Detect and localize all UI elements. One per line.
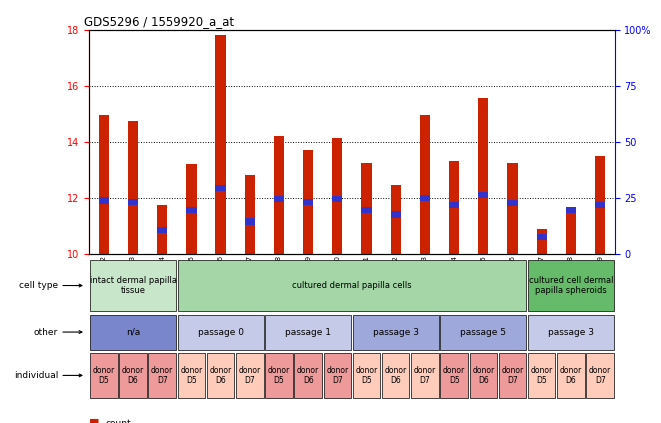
Text: donor
D6: donor D6: [210, 366, 232, 385]
FancyBboxPatch shape: [90, 260, 176, 311]
Text: passage 1: passage 1: [285, 327, 331, 337]
Bar: [362, 207, 371, 214]
Bar: [391, 185, 401, 254]
Bar: [215, 35, 225, 254]
FancyBboxPatch shape: [265, 315, 351, 349]
Bar: [420, 195, 430, 201]
Bar: [595, 156, 605, 254]
Text: donor
D7: donor D7: [239, 366, 261, 385]
Text: donor
D5: donor D5: [356, 366, 377, 385]
Text: cultured cell dermal
papilla spheroids: cultured cell dermal papilla spheroids: [529, 276, 613, 295]
FancyBboxPatch shape: [90, 315, 176, 349]
Text: donor
D7: donor D7: [589, 366, 611, 385]
FancyBboxPatch shape: [469, 353, 497, 398]
Bar: [595, 202, 605, 208]
Bar: [128, 121, 138, 254]
Bar: [157, 227, 167, 233]
FancyBboxPatch shape: [557, 353, 585, 398]
Text: donor
D5: donor D5: [93, 366, 115, 385]
Text: donor
D7: donor D7: [502, 366, 524, 385]
Bar: [215, 185, 225, 191]
FancyBboxPatch shape: [411, 353, 439, 398]
Bar: [303, 199, 313, 205]
Text: n/a: n/a: [126, 327, 140, 337]
Bar: [449, 161, 459, 254]
Bar: [98, 198, 109, 203]
Text: other: other: [34, 327, 58, 337]
FancyBboxPatch shape: [236, 353, 264, 398]
FancyBboxPatch shape: [178, 260, 526, 311]
Text: donor
D7: donor D7: [327, 366, 348, 385]
Text: donor
D6: donor D6: [472, 366, 494, 385]
FancyBboxPatch shape: [178, 353, 205, 398]
FancyBboxPatch shape: [586, 353, 614, 398]
Bar: [566, 209, 576, 254]
Text: donor
D7: donor D7: [414, 366, 436, 385]
Bar: [332, 137, 342, 254]
Text: intact dermal papilla
tissue: intact dermal papilla tissue: [89, 276, 176, 295]
Bar: [508, 163, 518, 254]
FancyBboxPatch shape: [440, 353, 468, 398]
FancyBboxPatch shape: [353, 353, 380, 398]
Bar: [274, 196, 284, 202]
FancyBboxPatch shape: [119, 353, 147, 398]
Bar: [245, 175, 255, 254]
Text: ■: ■: [89, 418, 100, 423]
Text: donor
D6: donor D6: [385, 366, 407, 385]
Bar: [98, 115, 109, 254]
Text: cell type: cell type: [19, 281, 58, 290]
FancyBboxPatch shape: [528, 353, 555, 398]
FancyBboxPatch shape: [353, 315, 439, 349]
Bar: [362, 163, 371, 254]
Text: count: count: [106, 418, 132, 423]
FancyBboxPatch shape: [528, 315, 614, 349]
FancyBboxPatch shape: [294, 353, 322, 398]
Text: donor
D5: donor D5: [180, 366, 202, 385]
Bar: [479, 98, 488, 254]
Bar: [186, 207, 196, 214]
Bar: [157, 205, 167, 254]
Bar: [420, 115, 430, 254]
Bar: [303, 150, 313, 254]
FancyBboxPatch shape: [90, 353, 118, 398]
Bar: [274, 136, 284, 254]
Text: donor
D5: donor D5: [443, 366, 465, 385]
Bar: [391, 212, 401, 218]
Bar: [508, 200, 518, 206]
Text: passage 3: passage 3: [548, 327, 594, 337]
FancyBboxPatch shape: [149, 353, 176, 398]
Text: donor
D5: donor D5: [268, 366, 290, 385]
Text: passage 0: passage 0: [198, 327, 244, 337]
Bar: [566, 207, 576, 214]
Text: passage 5: passage 5: [460, 327, 506, 337]
FancyBboxPatch shape: [265, 353, 293, 398]
Text: donor
D5: donor D5: [531, 366, 553, 385]
Bar: [537, 234, 547, 240]
FancyBboxPatch shape: [178, 315, 264, 349]
Bar: [245, 219, 255, 225]
Text: individual: individual: [14, 371, 58, 380]
Text: donor
D6: donor D6: [122, 366, 144, 385]
FancyBboxPatch shape: [528, 260, 614, 311]
FancyBboxPatch shape: [440, 315, 526, 349]
Bar: [537, 228, 547, 254]
Text: donor
D6: donor D6: [560, 366, 582, 385]
Text: GDS5296 / 1559920_a_at: GDS5296 / 1559920_a_at: [84, 16, 234, 28]
Bar: [479, 192, 488, 198]
FancyBboxPatch shape: [207, 353, 235, 398]
Text: cultured dermal papilla cells: cultured dermal papilla cells: [292, 281, 412, 290]
FancyBboxPatch shape: [382, 353, 410, 398]
Text: donor
D7: donor D7: [151, 366, 173, 385]
Bar: [128, 199, 138, 205]
Bar: [332, 196, 342, 202]
Bar: [186, 164, 196, 254]
FancyBboxPatch shape: [324, 353, 351, 398]
FancyBboxPatch shape: [499, 353, 526, 398]
Bar: [449, 202, 459, 208]
Text: donor
D6: donor D6: [297, 366, 319, 385]
Text: passage 3: passage 3: [373, 327, 419, 337]
